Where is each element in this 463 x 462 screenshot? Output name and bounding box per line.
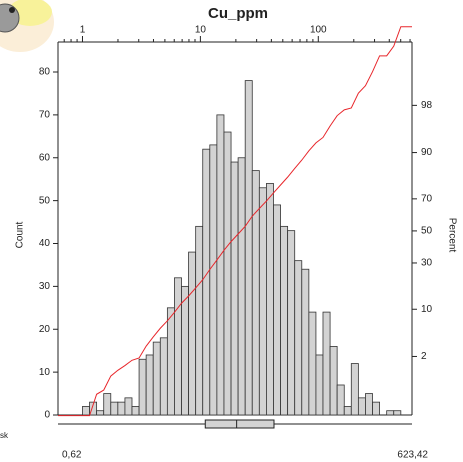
bar [181, 285, 189, 416]
bar [110, 401, 119, 416]
bar [357, 397, 366, 416]
y2-tick-label: 98 [421, 100, 433, 111]
decoration [9, 7, 15, 13]
y-tick-label: 20 [39, 324, 51, 335]
bar [96, 410, 105, 416]
bar [202, 148, 211, 416]
y-tick-label: 50 [39, 195, 51, 206]
y-tick-label: 60 [39, 152, 51, 163]
cumulative-line [58, 26, 412, 417]
bar [103, 393, 112, 416]
bar [287, 230, 296, 416]
y2-tick-label: 50 [421, 226, 433, 237]
bar [166, 307, 175, 416]
bar [244, 80, 253, 416]
y-tick-label: 80 [39, 67, 51, 78]
bar [343, 406, 352, 416]
y2-tick-label: 10 [421, 304, 433, 315]
bar [273, 204, 281, 416]
bar [322, 311, 331, 416]
bar [237, 157, 246, 416]
bar [230, 161, 239, 416]
bar [266, 183, 274, 416]
side-text: sk [0, 431, 9, 440]
min-label: 0,62 [62, 450, 82, 461]
bar [329, 346, 338, 416]
bar [216, 114, 225, 416]
bar [145, 354, 154, 416]
bar [159, 337, 168, 416]
bar [393, 410, 402, 416]
bar [117, 401, 126, 416]
y-tick-label: 70 [39, 110, 51, 121]
bar [336, 384, 345, 416]
y-axis-label: Count [15, 221, 26, 248]
y2-tick-label: 2 [421, 351, 427, 362]
chart-title: Cu_ppm [208, 5, 268, 22]
bar [294, 260, 303, 416]
bar [82, 406, 90, 416]
bar [308, 311, 317, 416]
bar [131, 406, 140, 416]
bar [350, 363, 359, 416]
bar [195, 225, 204, 416]
x-tick-label: 1 [80, 25, 86, 36]
y2-axis-label: Percent [446, 218, 457, 253]
x-tick-label: 10 [195, 25, 207, 36]
bar [251, 170, 260, 416]
bar [209, 144, 218, 416]
bar [188, 251, 197, 416]
max-label: 623,42 [397, 450, 428, 461]
bar [372, 401, 380, 416]
y-tick-label: 10 [39, 367, 51, 378]
x-tick-label: 100 [310, 25, 327, 36]
y-tick-label: 30 [39, 281, 51, 292]
bar [315, 354, 324, 416]
y2-tick-label: 70 [421, 193, 433, 204]
bar [301, 268, 310, 416]
bar [280, 225, 289, 416]
bar [365, 393, 373, 416]
bar [223, 131, 232, 416]
y2-tick-label: 90 [421, 147, 433, 158]
box [204, 419, 275, 429]
y2-tick-label: 30 [421, 258, 433, 269]
bar [152, 341, 161, 416]
bar [124, 397, 133, 416]
y-tick-label: 0 [44, 410, 50, 421]
bar [386, 410, 395, 416]
bar [258, 187, 267, 416]
bar [138, 358, 147, 416]
bar [174, 277, 182, 416]
y-tick-label: 40 [39, 238, 51, 249]
bar [89, 401, 98, 416]
